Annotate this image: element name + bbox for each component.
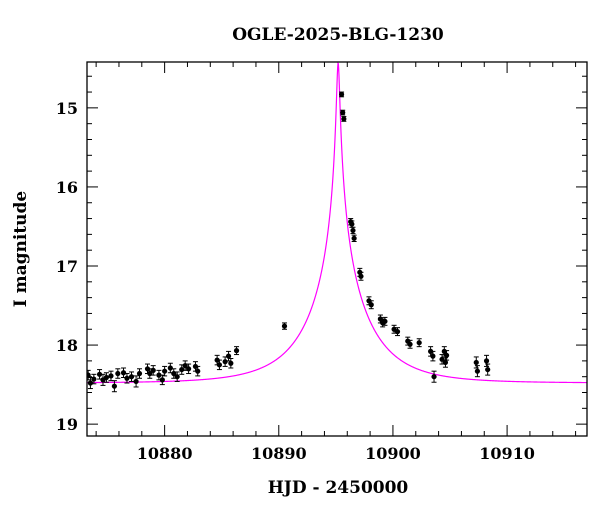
data-point [358,271,364,281]
data-point [430,350,436,362]
y-tick-label: 18 [56,336,78,355]
y-tick-label: 17 [56,257,78,276]
data-point [162,365,168,377]
data-point [185,363,192,375]
x-axis-label: HJD - 2450000 [268,478,409,498]
data-point [431,370,437,383]
x-tick-label: 10910 [479,444,535,463]
y-axis-label: I magnitude [11,191,31,308]
y-tick-label: 16 [56,178,78,197]
data-point [150,365,156,376]
data-point [167,362,173,374]
data-point [338,91,345,98]
data-point [120,367,127,378]
x-tick-label: 10900 [365,444,421,463]
data-point [115,368,121,379]
data-point [341,116,347,122]
data-point [416,338,422,348]
x-tick-label: 10880 [137,444,193,463]
data-point [473,356,479,369]
data-point [485,363,491,376]
data-point [87,376,94,390]
data-point [108,370,114,382]
data-point [124,373,130,384]
data-point [474,365,481,378]
plot-frame [86,61,588,437]
y-tick-label: 15 [56,99,78,118]
data-point [340,109,346,116]
data-point [156,369,162,381]
data-point [281,322,288,330]
y-tick-label: 19 [56,415,78,434]
data-points-layer [87,91,491,393]
data-point [128,371,135,382]
data-point [394,327,401,337]
model-curve-layer [87,62,587,384]
data-point [382,316,388,326]
data-point [182,360,188,371]
data-point [443,350,450,361]
data-point [228,358,234,369]
data-point [103,372,110,383]
data-point [350,226,356,235]
data-point [351,234,357,242]
data-point [111,380,117,393]
data-point [195,365,201,377]
data-point [133,375,139,388]
data-point [179,364,185,375]
model-curve [87,62,587,384]
data-point [159,374,165,386]
x-tick-label: 10890 [251,444,307,463]
data-point [442,357,449,368]
tick-labels: 10880 10890 10900 10910 15 16 17 18 19 [56,99,535,463]
data-point [174,371,180,382]
data-point [216,359,223,371]
data-point [233,346,240,356]
data-point [91,373,97,385]
chart-title: OGLE-2025-BLG-1230 [232,25,444,45]
data-point [136,368,143,379]
data-point [407,339,413,349]
data-point [368,300,374,310]
axis-ticks [87,62,587,436]
data-point [222,356,228,367]
data-point [483,354,490,367]
